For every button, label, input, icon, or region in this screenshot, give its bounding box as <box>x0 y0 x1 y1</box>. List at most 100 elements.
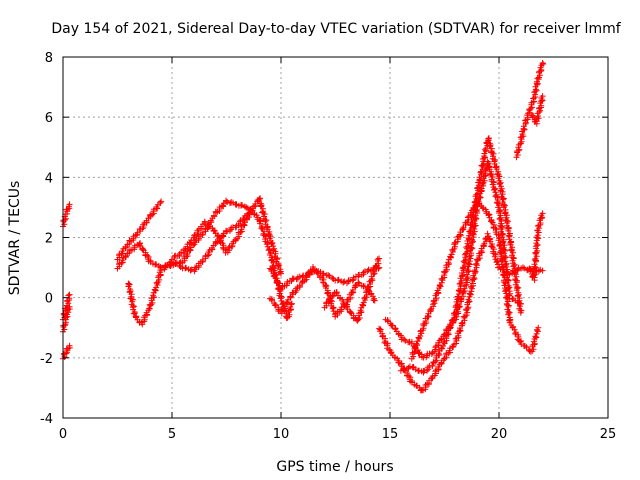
data-point <box>320 270 327 277</box>
y-tick-label: -2 <box>40 352 53 367</box>
data-point <box>479 162 486 168</box>
data-point <box>257 195 264 202</box>
data-point <box>515 291 522 298</box>
data-point <box>176 262 183 269</box>
data-point <box>401 336 408 343</box>
x-tick-label: 15 <box>382 427 399 442</box>
data-point <box>204 252 211 259</box>
data-point <box>501 282 508 289</box>
data-point <box>458 320 465 327</box>
data-point <box>329 274 336 281</box>
data-point <box>483 145 489 152</box>
data-point <box>502 274 509 281</box>
data-point <box>414 341 421 348</box>
data-point <box>266 235 273 242</box>
data-point <box>63 314 70 321</box>
data-point <box>530 346 537 353</box>
data-point <box>355 279 362 286</box>
data-point <box>465 304 472 311</box>
data-point <box>491 253 498 260</box>
data-point <box>516 300 523 307</box>
data-point <box>445 331 452 338</box>
x-tick-label: 25 <box>600 427 617 442</box>
y-tick-label: 6 <box>45 111 53 126</box>
data-point <box>432 344 439 351</box>
data-point <box>178 249 184 256</box>
data-point <box>269 239 276 246</box>
y-tick-label: 8 <box>45 51 53 66</box>
data-point <box>429 362 436 369</box>
data-point <box>276 269 283 276</box>
x-tick-label: 0 <box>59 427 67 442</box>
data-point <box>66 291 73 298</box>
data-point <box>535 324 542 331</box>
data-point <box>127 288 134 294</box>
data-point <box>187 247 194 254</box>
data-point <box>347 309 354 316</box>
data-point <box>505 232 512 239</box>
data-point <box>139 246 146 253</box>
data-point <box>447 254 454 261</box>
data-point <box>360 302 366 309</box>
y-tick-label: 2 <box>45 232 53 247</box>
data-point <box>499 257 506 264</box>
data-point <box>500 271 507 278</box>
series-track-e <box>114 198 165 263</box>
series-track-o <box>408 199 542 362</box>
data-point <box>500 266 506 273</box>
data-point <box>505 225 512 232</box>
data-point <box>237 229 244 236</box>
data-point <box>520 264 526 271</box>
data-point <box>539 60 546 67</box>
x-tick-label: 10 <box>273 427 290 442</box>
data-point <box>516 303 523 310</box>
data-point <box>293 285 300 292</box>
data-point <box>128 296 135 302</box>
data-point <box>292 289 299 296</box>
data-point <box>360 299 367 306</box>
data-point <box>239 202 246 209</box>
data-point <box>325 272 332 279</box>
data-point <box>495 175 502 182</box>
data-point <box>532 264 539 271</box>
data-point <box>118 251 125 257</box>
data-point <box>521 265 528 272</box>
data-markers <box>60 60 547 394</box>
data-point <box>500 195 507 202</box>
data-point <box>455 294 462 301</box>
data-point <box>533 116 539 123</box>
y-tick-label: -4 <box>40 412 53 427</box>
data-point <box>445 259 452 266</box>
series-track-d <box>60 303 73 335</box>
data-point <box>507 241 514 248</box>
data-point <box>424 367 430 374</box>
axis-ticks: 0 5 10 15 20 25 -4 -2 0 2 4 6 8 <box>40 51 616 442</box>
data-point <box>539 210 546 217</box>
data-point <box>130 303 137 310</box>
data-point <box>489 149 496 156</box>
data-point <box>349 277 356 284</box>
grid <box>63 57 608 418</box>
data-point <box>448 251 455 258</box>
data-point <box>457 327 464 334</box>
data-point <box>340 279 347 286</box>
series-track-g <box>125 210 252 328</box>
series-track-p <box>513 60 547 161</box>
data-point <box>477 177 484 184</box>
data-point <box>452 335 459 342</box>
data-point <box>531 257 538 263</box>
chart-title: Day 154 of 2021, Sidereal Day-to-day VTE… <box>51 21 621 37</box>
data-point <box>530 338 537 345</box>
data-point <box>527 105 534 112</box>
data-point <box>539 93 546 100</box>
data-point <box>278 270 284 277</box>
data-point <box>288 300 295 307</box>
data-point <box>406 363 413 370</box>
data-point <box>531 269 538 276</box>
series-track-k <box>321 255 383 324</box>
data-point <box>172 260 179 266</box>
data-point <box>480 242 487 249</box>
series-track-r <box>526 210 546 284</box>
data-point <box>427 306 434 313</box>
